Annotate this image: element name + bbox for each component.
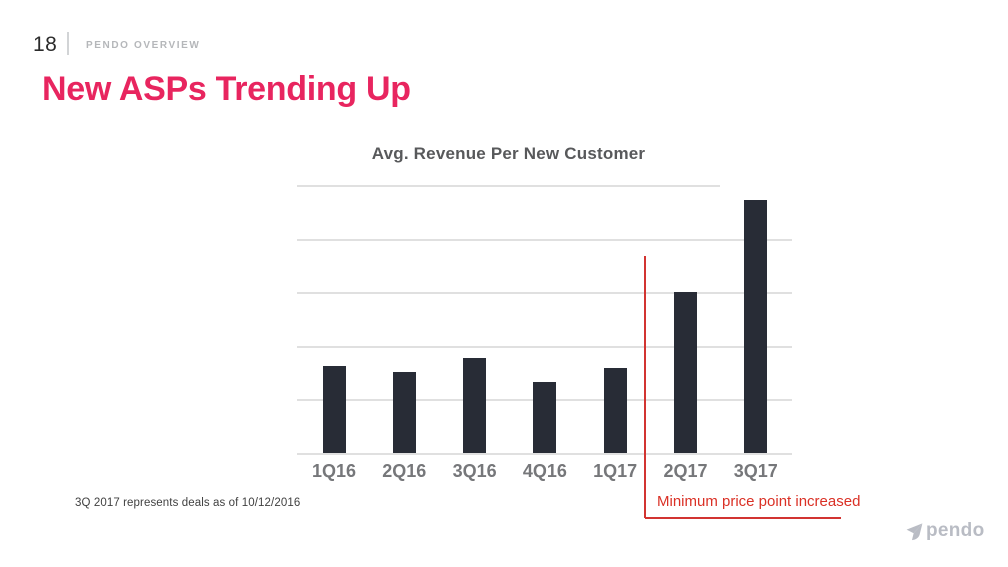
deck-name: PENDO OVERVIEW <box>86 40 201 51</box>
x-axis-label: 2Q17 <box>663 461 708 481</box>
bar-3Q16 <box>463 358 487 453</box>
bar-chart: 1Q16 2Q16 3Q16 4Q16 1Q17 2Q17 3Q17 <box>297 183 792 481</box>
gridline <box>297 452 792 455</box>
pendo-wordmark: pendo <box>926 520 985 541</box>
x-axis-label: 3Q17 <box>733 461 778 481</box>
x-axis-label: 4Q16 <box>522 461 567 481</box>
bar-2Q16 <box>392 372 416 453</box>
footnote: 3Q 2017 represents deals as of 10/12/201… <box>75 497 301 509</box>
bar-1Q17 <box>603 368 627 453</box>
header-divider <box>67 32 69 55</box>
pendo-flag-icon <box>905 522 924 541</box>
annotation-underline <box>645 517 841 519</box>
annotation-text: Minimum price point increased <box>657 493 861 510</box>
gridline <box>297 345 792 348</box>
x-axis-label: 3Q16 <box>452 461 497 481</box>
chart-title: Avg. Revenue Per New Customer <box>371 144 646 163</box>
bar-1Q16 <box>322 366 346 453</box>
annotation-vertical-line <box>644 256 646 518</box>
gridline <box>297 238 792 241</box>
x-axis-label: 1Q16 <box>311 461 357 481</box>
gridline <box>297 292 792 294</box>
slide-title: New ASPs Trending Up <box>42 70 411 108</box>
bar-2Q17 <box>674 292 697 453</box>
pendo-logo: pendo <box>905 521 985 541</box>
x-axis-label: 1Q17 <box>593 461 638 481</box>
bar-4Q16 <box>533 382 557 453</box>
page-number: 18 <box>33 33 58 56</box>
gridline <box>297 185 720 187</box>
x-axis-label: 2Q16 <box>382 461 427 481</box>
bar-3Q17 <box>744 200 768 453</box>
